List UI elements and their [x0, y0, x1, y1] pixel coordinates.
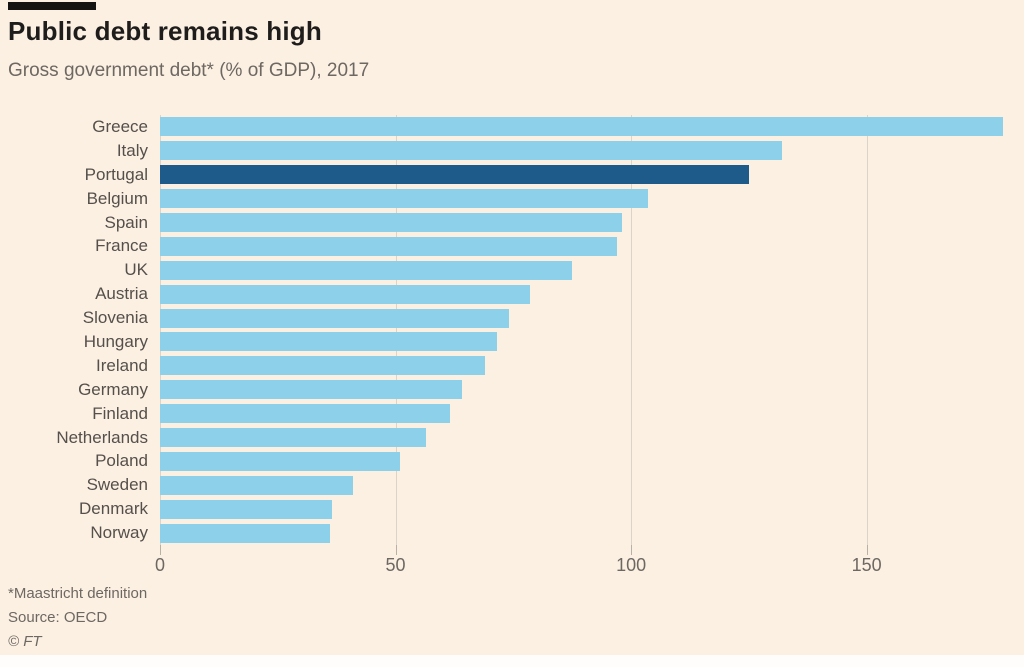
- category-label: Austria: [95, 284, 148, 304]
- bar-row: Italy: [0, 139, 1008, 163]
- bar-row: Denmark: [0, 497, 1008, 521]
- bar: [160, 523, 330, 543]
- axis-tick-label: 50: [385, 555, 406, 575]
- bar-row: Norway: [0, 521, 1008, 545]
- bar-row: Greece: [0, 115, 1008, 139]
- category-label: Greece: [92, 116, 148, 136]
- plot-area: Greece Italy Portugal Belgium Spain France UK A…: [0, 115, 1008, 545]
- axis-tick-mark: [395, 545, 397, 555]
- bar: [160, 213, 622, 232]
- copyright: © FT: [8, 633, 42, 650]
- bar-row: Poland: [0, 449, 1008, 473]
- category-label: Ireland: [96, 355, 148, 375]
- category-label: Belgium: [86, 188, 148, 208]
- bar-row: Netherlands: [0, 426, 1008, 450]
- category-label: Portugal: [84, 164, 148, 184]
- source-line: Source: OECD: [8, 609, 108, 626]
- gridline: [866, 115, 868, 545]
- bar: [160, 141, 782, 161]
- gridline: [631, 115, 633, 545]
- bottom-strip: [0, 655, 1024, 667]
- gridline: [395, 115, 397, 545]
- bar: [160, 236, 617, 256]
- category-label: Norway: [90, 523, 148, 543]
- category-label: Poland: [95, 451, 148, 471]
- footnote: *Maastricht definition: [8, 585, 148, 602]
- bar: [160, 451, 401, 471]
- bar: [160, 117, 1004, 137]
- category-label: Sweden: [86, 475, 148, 495]
- axis-tick-label: 0: [154, 555, 165, 575]
- axis-tick-mark: [160, 545, 161, 555]
- bar: [160, 260, 573, 280]
- bar: [160, 356, 486, 376]
- bar-row: Portugal: [0, 163, 1008, 187]
- gridline: [160, 115, 161, 545]
- axis-tick-mark: [631, 545, 633, 555]
- bar-row: Spain: [0, 211, 1008, 235]
- category-label: Slovenia: [82, 308, 148, 328]
- bar: [160, 332, 497, 352]
- bar-rows: Greece Italy Portugal Belgium Spain France UK A…: [0, 115, 1008, 545]
- category-label: Netherlands: [56, 427, 148, 447]
- chart-title: Public debt remains high: [8, 16, 322, 46]
- bar-row: Germany: [0, 378, 1008, 402]
- top-rule: [8, 2, 96, 10]
- bar-row: Belgium: [0, 187, 1008, 211]
- category-label: Hungary: [83, 331, 148, 351]
- category-label: Italy: [116, 140, 148, 160]
- bar: [160, 404, 450, 424]
- bar-row: UK: [0, 258, 1008, 282]
- bar-row: Sweden: [0, 473, 1008, 497]
- bar-row: Hungary: [0, 330, 1008, 354]
- bar-row: Finland: [0, 402, 1008, 426]
- axis-tick-label: 100: [616, 555, 647, 575]
- x-axis: 0 50 100 150: [0, 545, 1008, 585]
- bar: [160, 499, 332, 519]
- chart-subtitle: Gross government debt* (% of GDP), 2017: [8, 60, 370, 81]
- bar: [160, 284, 530, 304]
- category-label: UK: [124, 260, 148, 280]
- bar: [160, 189, 648, 209]
- chart-footer: *Maastricht definition Source: OECD © FT: [8, 582, 147, 654]
- bar: [160, 475, 354, 495]
- axis-tick-mark: [866, 545, 868, 555]
- bar-row: Slovenia: [0, 306, 1008, 330]
- bar: [160, 308, 509, 328]
- bar-row: Ireland: [0, 354, 1008, 378]
- bar-highlighted: [160, 165, 749, 185]
- bar: [160, 428, 427, 448]
- category-label: Denmark: [79, 499, 148, 519]
- bar-row: France: [0, 234, 1008, 258]
- category-label: France: [95, 236, 148, 256]
- category-label: Finland: [92, 403, 148, 423]
- category-label: Spain: [104, 212, 148, 232]
- bar: [160, 380, 462, 400]
- category-label: Germany: [78, 379, 148, 399]
- bar-row: Austria: [0, 282, 1008, 306]
- axis-tick-label: 150: [851, 555, 882, 575]
